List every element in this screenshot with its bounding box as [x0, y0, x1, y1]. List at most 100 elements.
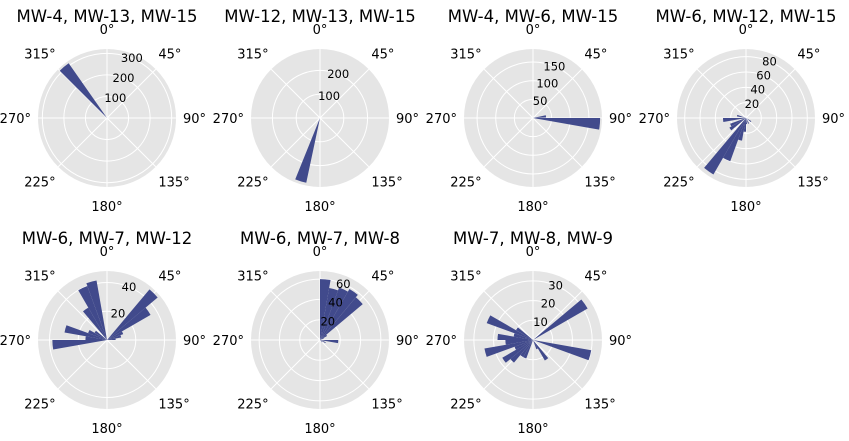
radial-gridline: [532, 68, 583, 119]
angle-label: 315°: [450, 270, 481, 285]
rose-bar-15deg: [320, 288, 339, 340]
rose-bar-295deg: [486, 315, 533, 340]
rose-chart-5: 20 40 0° 45° 90° 135° 180° 225° 270° 315° MW-6, MW…: [0, 229, 206, 437]
angle-label: 90°: [183, 334, 206, 349]
radial-tick-label: 10: [533, 315, 548, 329]
radial-gridline: [319, 68, 370, 119]
rose-bar-275deg: [497, 333, 533, 340]
rose-bar-95deg: [320, 340, 339, 344]
angle-label: 135°: [797, 175, 828, 190]
rose-bar-25deg: [320, 287, 348, 340]
angle-label: 225°: [24, 397, 55, 412]
rose-bar-205deg: [523, 340, 533, 359]
angle-label: 90°: [183, 112, 206, 127]
rose-bar-265deg: [505, 340, 533, 345]
ring-gridline: [699, 71, 793, 165]
angle-label: 45°: [158, 270, 181, 285]
rose-bar-95deg: [533, 118, 601, 130]
radial-gridline: [696, 68, 747, 119]
ring-gridline: [63, 74, 151, 162]
radial-gridline: [270, 117, 321, 168]
rose-bar-45deg: [320, 297, 363, 340]
radial-tick-label: 40: [328, 296, 343, 310]
angle-label: 315°: [237, 270, 268, 285]
radial-gridline: [106, 117, 157, 168]
angle-label: 315°: [663, 48, 694, 63]
radial-tick-label: 40: [122, 280, 137, 294]
radial-tick-label: 200: [327, 67, 349, 81]
angle-label: 135°: [371, 175, 402, 190]
rose-bar-295deg: [88, 329, 107, 340]
ring-gridline: [684, 56, 808, 180]
rose-bar-65deg: [107, 331, 124, 340]
angle-label: 315°: [24, 48, 55, 63]
angle-label: 180°: [517, 422, 548, 437]
rose-bar-335deg: [78, 285, 107, 340]
ring-gridline: [295, 93, 345, 143]
radial-gridline: [270, 68, 321, 119]
rose-bar-235deg: [729, 118, 746, 131]
chart-title: MW-6, MW-7, MW-8: [240, 229, 400, 248]
radial-tick-label: 60: [756, 69, 771, 83]
angle-label: 0°: [526, 245, 541, 260]
angle-label: 315°: [237, 48, 268, 63]
radial-tick-label: 40: [750, 83, 765, 97]
chart-title: MW-6, MW-12, MW-15: [656, 7, 837, 26]
rose-bar-255deg: [484, 340, 533, 357]
ring-gridline: [271, 69, 369, 167]
rose-bar-83deg: [533, 115, 547, 118]
radial-gridline: [532, 117, 583, 168]
radial-tick-label: 200: [113, 71, 135, 85]
ring-gridline: [473, 280, 593, 400]
rose-bar-320deg: [59, 63, 107, 118]
ring-gridline: [493, 300, 573, 380]
angle-label: 180°: [730, 200, 761, 215]
rose-bar-215deg: [704, 118, 746, 175]
chart-title: MW-12, MW-13, MW-15: [224, 7, 415, 26]
rose-bar-245deg: [514, 340, 533, 350]
angle-label: 270°: [213, 112, 244, 127]
radial-tick-label: 20: [320, 314, 335, 328]
rose-chart-3: 50 100 150 0° 45° 90° 135° 180° 225° 270° 315° MW-4…: [426, 7, 632, 215]
radial-gridline: [532, 339, 583, 390]
rose-bar-185deg: [743, 118, 746, 132]
rose-bar-195deg: [738, 118, 746, 141]
rose-bar-35deg: [320, 289, 358, 340]
rose-bar-197deg: [295, 118, 320, 183]
radial-tick-label: 20: [745, 97, 760, 111]
radial-gridline: [483, 290, 534, 341]
rose-bar-65deg: [320, 337, 324, 340]
rose-bar-135deg: [320, 340, 323, 343]
radial-gridline: [319, 117, 370, 168]
rose-chart-7: 10 20 30 0° 45° 90° 135° 180° 225° 270° 315° MW-7, …: [426, 229, 632, 437]
angle-label: 45°: [584, 48, 607, 63]
angle-label: 315°: [450, 48, 481, 63]
radial-gridline: [319, 339, 370, 390]
angle-label: 180°: [91, 200, 122, 215]
rose-bar-145deg: [533, 340, 549, 361]
rose-bar-175deg: [746, 118, 748, 125]
chart-title: MW-4, MW-6, MW-15: [448, 7, 618, 26]
rose-bar-285deg: [513, 333, 533, 340]
rose-bar-225deg: [510, 340, 533, 363]
rose-bar-305deg: [94, 330, 107, 340]
radial-tick-label: 300: [121, 51, 143, 65]
angle-label: 225°: [237, 175, 268, 190]
angle-label: 90°: [822, 112, 845, 127]
angle-label: 180°: [91, 422, 122, 437]
rose-bar-55deg: [320, 334, 328, 340]
angle-label: 225°: [663, 175, 694, 190]
radial-tick-label: 30: [548, 278, 563, 292]
rose-bar-265deg: [723, 118, 746, 122]
rose-bar-55deg: [107, 307, 151, 340]
angle-label: 180°: [304, 422, 335, 437]
angle-label: 45°: [371, 270, 394, 285]
rose-bar-275deg: [85, 336, 107, 340]
angle-label: 0°: [100, 23, 115, 38]
angle-label: 0°: [100, 245, 115, 260]
rose-chart-6: 20 40 60 0° 45° 90° 135° 180° 225° 270° 315° MW-6, …: [213, 229, 419, 437]
angle-label: 0°: [526, 23, 541, 38]
angle-label: 90°: [609, 334, 632, 349]
radial-tick-label: 100: [318, 89, 340, 103]
